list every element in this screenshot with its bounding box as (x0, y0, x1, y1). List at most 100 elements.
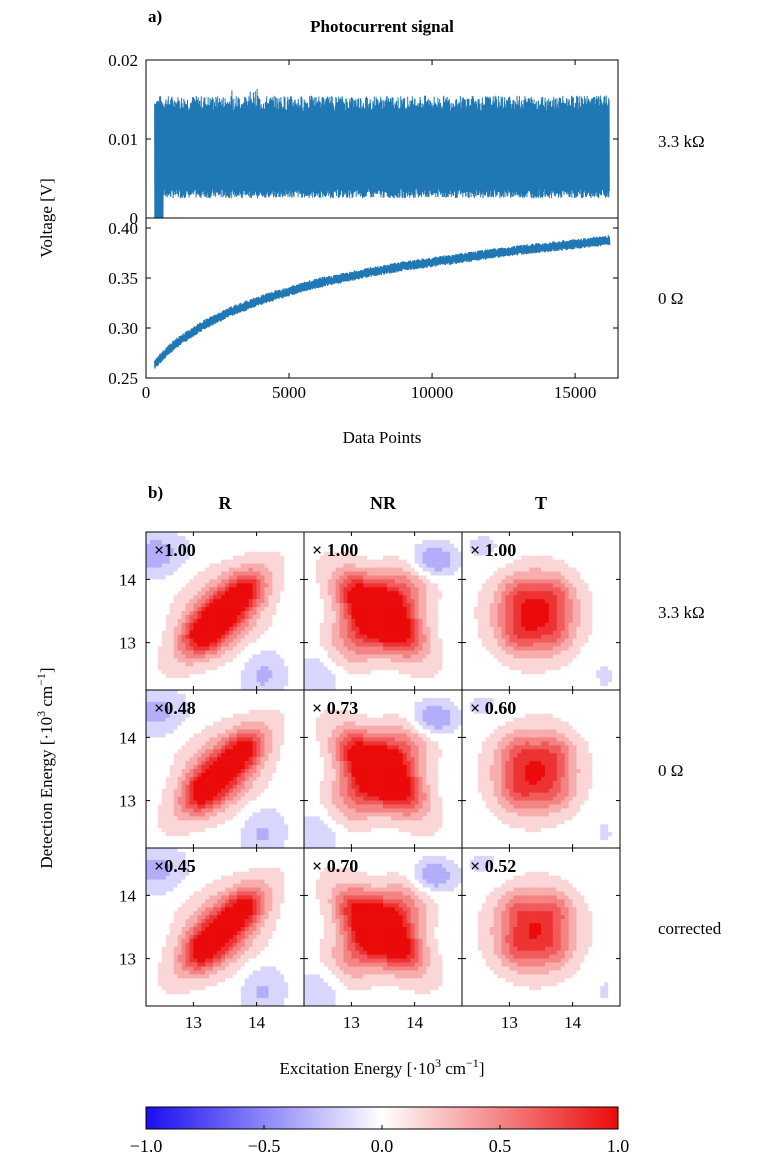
heatmap-pixel (165, 646, 170, 651)
heatmap-pixel (315, 543, 321, 549)
heatmap-pixel (414, 555, 419, 560)
heatmap-pixel (525, 674, 530, 679)
heatmap-pixel (493, 571, 498, 576)
heatmap-pixel (319, 678, 325, 683)
heatmap-pixel (418, 618, 423, 624)
heatmap-pixel (580, 575, 585, 580)
heatmap-pixel (161, 638, 167, 643)
heatmap-pixel (446, 686, 451, 691)
heatmap-pixel (296, 654, 301, 659)
heatmap-pixel (272, 658, 277, 663)
heatmap-pixel (252, 583, 257, 588)
heatmap-pixel (379, 626, 384, 632)
heatmap-pixel (576, 583, 581, 588)
heatmap-pixel (612, 607, 617, 612)
heatmap-pixel (568, 579, 573, 584)
heatmap-pixel (462, 603, 467, 608)
heatmap-pixel (240, 532, 246, 537)
heatmap-pixel (446, 658, 451, 663)
heatmap-pixel (280, 551, 285, 556)
heatmap-pixel (351, 599, 356, 604)
heatmap-pixel (236, 555, 242, 560)
heatmap-pixel (323, 611, 328, 616)
heatmap-pixel (343, 618, 348, 624)
heatmap-pixel (304, 532, 309, 537)
heatmap-pixel (256, 658, 261, 663)
heatmap-pixel (157, 638, 163, 643)
heatmap-pixel (260, 674, 265, 679)
heatmap-pixel (161, 670, 167, 675)
heatmap-pixel (390, 682, 396, 687)
heatmap-pixel (343, 646, 348, 651)
heatmap-pixel (173, 630, 178, 635)
heatmap-pixel (323, 532, 328, 537)
heatmap-pixel (205, 630, 210, 635)
heatmap-pixel (422, 634, 427, 639)
heatmap-pixel (465, 599, 471, 604)
heatmap-pixel (564, 634, 569, 639)
heatmap-pixel (402, 567, 407, 572)
heatmap-pixel (149, 769, 155, 774)
heatmap-pixel (390, 532, 396, 537)
heatmap-pixel (213, 599, 218, 604)
heatmap-pixel (209, 539, 214, 545)
heatmap-pixel (319, 626, 325, 632)
heatmap-pixel (260, 642, 265, 647)
heatmap-pixel (604, 611, 609, 616)
heatmap-pixel (513, 614, 518, 620)
heatmap-pixel (529, 603, 534, 608)
heatmap-pixel (177, 611, 182, 616)
heatmap-pixel (307, 599, 313, 604)
heatmap-pixel (284, 654, 289, 659)
heatmap-pixel (351, 543, 356, 549)
heatmap-pixel (390, 674, 396, 679)
heatmap-pixel (363, 686, 368, 691)
heatmap-pixel (584, 547, 589, 553)
heatmap-pixel (462, 662, 467, 667)
heatmap-pixel (181, 535, 186, 541)
heatmap-pixel (189, 654, 194, 659)
heatmap-pixel (406, 654, 411, 659)
heatmap-pixel (205, 682, 210, 687)
heatmap-pixel (410, 555, 415, 560)
heatmap-pixel (264, 551, 269, 556)
heatmap-pixel (165, 634, 170, 639)
heatmap-pixel (225, 658, 230, 663)
heatmap-pixel (248, 579, 253, 584)
heatmap-pixel (304, 583, 309, 588)
heatmap-pixel (181, 622, 186, 628)
heatmap-pixel (375, 618, 380, 624)
heatmap-pixel (398, 551, 404, 556)
heatmap-pixel (469, 611, 475, 616)
heatmap-pixel (217, 638, 222, 643)
heatmap-pixel (541, 654, 546, 659)
heatmap-pixel (418, 587, 423, 592)
heatmap-pixel (296, 551, 301, 556)
heatmap-pixel (201, 535, 206, 541)
heatmap-pixel (394, 579, 400, 584)
heatmap-pixel (244, 642, 249, 647)
heatmap-pixel (165, 603, 170, 608)
heatmap-pixel (458, 587, 463, 592)
heatmap-pixel (296, 622, 301, 628)
heatmap-pixel (185, 543, 190, 549)
heatmap-pixel (292, 686, 297, 691)
heatmap-pixel (541, 587, 546, 592)
heatmap-pixel (347, 650, 352, 655)
heatmap-pixel (402, 670, 407, 675)
heatmap-pixel (264, 678, 269, 683)
heatmap-pixel (462, 563, 467, 568)
heatmap-pixel (276, 650, 281, 655)
heatmap-pixel (450, 678, 455, 683)
heatmap-pixel (296, 567, 301, 572)
heatmap-pixel (402, 618, 407, 624)
heatmap-pixel (351, 575, 356, 580)
heatmap-pixel (244, 682, 249, 687)
heatmap-pixel (268, 579, 273, 584)
heatmap-pixel (422, 583, 427, 588)
heatmap-pixel (402, 587, 407, 592)
heatmap-pixel (209, 614, 214, 620)
heatmap-pixel (248, 591, 253, 596)
heatmap-pixel (315, 571, 321, 576)
heatmap-pixel (153, 784, 159, 790)
